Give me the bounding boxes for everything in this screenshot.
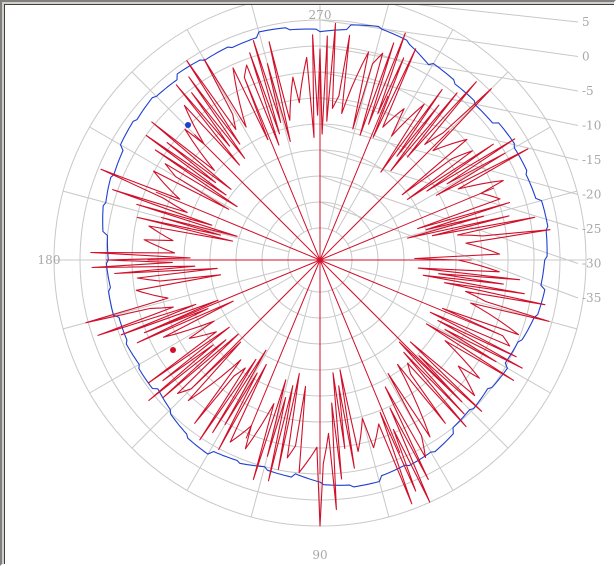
radial-tick-label: -10 [582, 119, 601, 133]
radial-tick-label: -25 [582, 222, 601, 236]
grid-spoke [327, 290, 390, 518]
grid-spoke [250, 290, 313, 518]
grid-spoke [335, 287, 454, 491]
series-2-marker [170, 347, 176, 353]
grid-spoke [327, 5, 389, 230]
series-2-spoke [319, 259, 499, 335]
series-1-marker [185, 122, 191, 128]
radial-tick-label: -35 [582, 291, 601, 305]
radial-tick-label: 0 [582, 50, 590, 64]
series-line-2 [85, 22, 551, 527]
radial-label-leader [319, 19, 579, 57]
series-2-spoke [319, 187, 494, 261]
series-2-spoke [245, 259, 321, 439]
radial-label-leader [319, 201, 579, 299]
radial-tick-label: -5 [582, 84, 594, 98]
polar-plot-area: 5 0 -5 -10 -15 -20 -25 -30 -35 270 180 90 [4, 4, 614, 564]
series-2-spoke [155, 191, 321, 261]
series-2-spoke [319, 130, 450, 261]
radial-label-leader [416, 5, 579, 23]
series-2-spoke [319, 259, 401, 454]
series-2-spoke [245, 81, 321, 261]
grid-spoke [186, 287, 305, 491]
angle-tick-label: 270 [309, 8, 332, 22]
series-2-spoke [194, 134, 321, 261]
series-2-spoke [319, 259, 446, 386]
series-line-1 [102, 24, 549, 488]
grid-spoke [347, 275, 551, 394]
polar-chart: 5 0 -5 -10 -15 -20 -25 -30 -35 270 180 90 [38, 5, 601, 562]
series-2-spoke [194, 259, 321, 386]
radial-label-leader [319, 123, 579, 195]
angle-tick-label: 180 [38, 253, 61, 267]
radial-tick-label: 5 [582, 15, 590, 29]
radial-label-leader [319, 45, 579, 92]
series-2-spoke [319, 95, 389, 261]
angle-tick-label: 90 [312, 548, 327, 562]
radial-tick-label: -15 [582, 153, 601, 167]
grid-spoke [89, 275, 293, 394]
grid-spoke [251, 5, 313, 230]
series-2-spoke [165, 259, 321, 325]
radial-tick-label: -20 [582, 188, 601, 202]
radial-tick-label: -30 [582, 257, 601, 271]
radial-label-leader [319, 97, 579, 161]
